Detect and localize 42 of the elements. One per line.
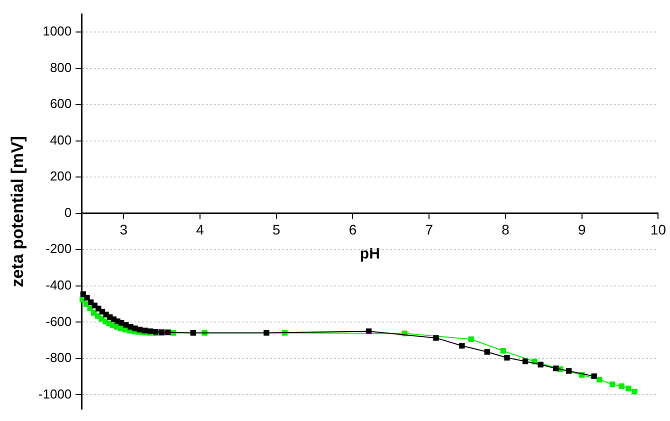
y-tick-label: 1000: [42, 24, 72, 39]
y-axis-title: zeta potential [mV]: [8, 136, 27, 288]
point: [366, 328, 372, 334]
y-tick-label: 200: [50, 168, 72, 184]
point: [522, 358, 528, 364]
point: [591, 373, 597, 380]
y-tick-label: -400: [46, 278, 72, 293]
point: [504, 354, 510, 361]
y-tick-label: -800: [46, 350, 72, 366]
point: [433, 335, 439, 341]
x-tick-label: 10: [650, 222, 666, 238]
y-tick-label: 600: [50, 96, 72, 112]
y-tick-label: -1000: [38, 386, 72, 402]
point: [610, 382, 616, 388]
point: [459, 342, 465, 349]
point: [484, 349, 490, 355]
point: [553, 366, 559, 372]
point: [596, 376, 602, 382]
point: [468, 336, 474, 342]
point: [538, 362, 544, 368]
x-axis-title: pH: [360, 245, 380, 262]
point: [165, 330, 171, 336]
y-tick-label: -200: [46, 241, 72, 256]
x-tick-label: 6: [348, 222, 357, 238]
point: [618, 383, 624, 390]
point: [566, 368, 572, 374]
x-tick-label: 7: [425, 222, 434, 238]
point: [632, 388, 638, 394]
y-tick-label: 400: [50, 132, 72, 148]
point: [264, 330, 270, 336]
point: [190, 330, 196, 336]
y-tick-label: 800: [50, 60, 72, 75]
point: [500, 348, 506, 354]
x-tick-label: 5: [272, 222, 280, 238]
point: [626, 386, 632, 392]
x-tick-label: 8: [502, 222, 510, 238]
x-tick-label: 9: [578, 222, 586, 238]
point: [84, 294, 90, 301]
y-tick-label: 0: [64, 204, 72, 220]
x-tick-label: 3: [120, 222, 128, 238]
y-tick-label: -600: [46, 314, 72, 329]
x-tick-label: 4: [196, 222, 204, 238]
